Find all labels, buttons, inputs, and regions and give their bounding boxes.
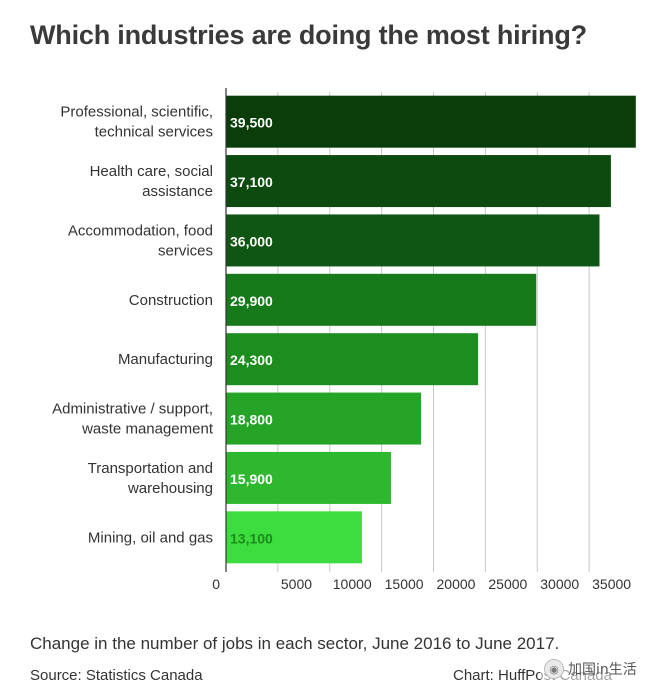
category-label: warehousing — [127, 480, 213, 497]
category-label: waste management — [81, 421, 214, 438]
chart-title: Which industries are doing the most hiri… — [30, 20, 587, 50]
category-label: Mining, oil and gas — [88, 529, 213, 546]
x-tick-label: 30000 — [540, 576, 579, 592]
category-label: Administrative / support, — [52, 401, 213, 418]
bar — [226, 451, 391, 504]
x-tick-label: 20000 — [437, 576, 476, 592]
bar-value-label: 36,000 — [230, 233, 273, 249]
category-label: technical services — [95, 124, 213, 141]
category-label: Health care, social — [90, 163, 213, 180]
x-tick-label: 25000 — [488, 576, 527, 592]
x-tick-label: 5000 — [281, 576, 312, 592]
x-tick-label: 10000 — [333, 576, 372, 592]
category-label: services — [158, 242, 213, 259]
source-note: Source: Statistics Canada — [30, 667, 203, 684]
watermark-text: 加国in生活 — [568, 662, 637, 678]
bar — [226, 95, 636, 148]
bar — [226, 214, 600, 267]
bar-value-label: 13,100 — [230, 530, 273, 546]
category-label: assistance — [142, 183, 213, 200]
x-tick-label: 0 — [212, 576, 220, 592]
bar — [226, 511, 362, 564]
bar-value-label: 29,900 — [230, 293, 273, 309]
watermark: ◉ 加国in生活 — [540, 657, 643, 681]
bar-value-label: 24,300 — [230, 352, 273, 368]
bar — [226, 333, 479, 386]
chart-caption: Change in the number of jobs in each sec… — [30, 634, 560, 653]
bar-value-label: 15,900 — [230, 471, 273, 487]
category-label: Accommodation, food — [68, 222, 213, 239]
category-label: Manufacturing — [118, 351, 213, 368]
bar-value-label: 39,500 — [230, 115, 273, 131]
category-label: Construction — [129, 292, 213, 309]
category-label: Transportation and — [88, 460, 213, 477]
bar-value-label: 18,800 — [230, 412, 273, 428]
category-label: Professional, scientific, — [60, 104, 213, 121]
wechat-icon: ◉ — [544, 659, 564, 679]
bar — [226, 155, 611, 208]
x-tick-label: 35000 — [592, 576, 631, 592]
bar — [226, 392, 422, 445]
x-tick-label: 15000 — [385, 576, 424, 592]
bar — [226, 273, 537, 326]
bar-value-label: 37,100 — [230, 174, 273, 190]
